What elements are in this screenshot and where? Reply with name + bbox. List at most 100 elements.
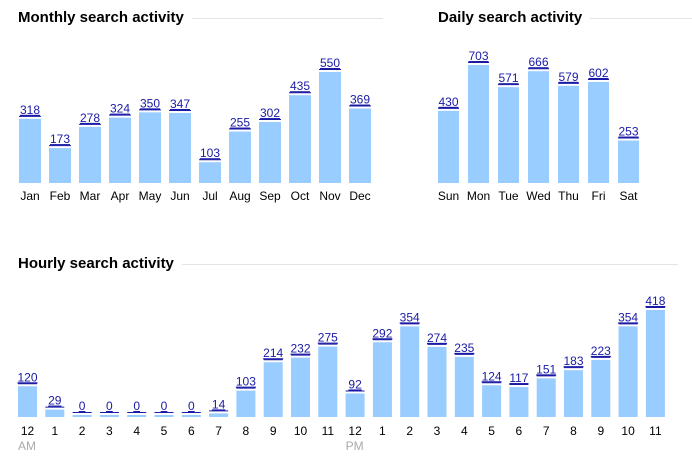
hourly-title-rule <box>18 264 678 265</box>
monthly-bar-9 <box>289 95 311 183</box>
hourly-bar-10 <box>291 357 310 417</box>
hourly-chart-title: Hourly search activity <box>18 255 182 272</box>
hourly-value-label-0[interactable]: 120 <box>17 370 37 384</box>
hourly-category-label-14: 2 <box>406 424 413 438</box>
monthly-value-label-10[interactable]: 550 <box>320 56 340 70</box>
monthly-value-label-0[interactable]: 318 <box>20 103 40 117</box>
hourly-category-label-16: 4 <box>461 424 468 438</box>
hourly-bar-3 <box>99 415 119 417</box>
monthly-title-rule <box>18 18 383 19</box>
hourly-bar-13 <box>372 342 392 417</box>
daily-bar-chart: 430 Sun 703 Mon 571 Tue 666 Wed 579 Thu 602 Fri 253 S… <box>438 49 639 203</box>
hourly-bar-7 <box>209 413 229 417</box>
hourly-value-label-5[interactable]: 0 <box>161 399 168 413</box>
hourly-value-label-4[interactable]: 0 <box>133 399 140 413</box>
monthly-category-label-0: Jan <box>20 189 39 203</box>
daily-category-label-5: Fri <box>592 189 606 203</box>
daily-bar-2 <box>498 87 519 183</box>
monthly-bar-8 <box>259 122 281 183</box>
daily-value-label-0[interactable]: 430 <box>438 95 458 109</box>
monthly-bar-10 <box>319 72 341 183</box>
hourly-value-label-15[interactable]: 274 <box>427 331 447 345</box>
daily-value-label-4[interactable]: 579 <box>558 70 578 84</box>
daily-category-label-1: Mon <box>467 189 490 203</box>
hourly-bar-6 <box>181 415 201 417</box>
daily-category-label-4: Thu <box>558 189 579 203</box>
hourly-value-label-20[interactable]: 183 <box>563 354 583 368</box>
monthly-value-label-5[interactable]: 347 <box>170 97 190 111</box>
daily-chart-section: Daily search activity 430 Sun 703 Mon 571 Tue… <box>420 0 692 215</box>
monthly-value-label-4[interactable]: 350 <box>140 96 160 110</box>
daily-value-label-1[interactable]: 703 <box>468 49 488 63</box>
hourly-value-label-1[interactable]: 29 <box>48 394 62 408</box>
daily-bar-6 <box>618 140 639 183</box>
monthly-category-label-6: Jul <box>202 189 217 203</box>
hourly-value-label-23[interactable]: 418 <box>645 294 665 308</box>
daily-value-label-5[interactable]: 602 <box>588 66 608 80</box>
hourly-value-label-6[interactable]: 0 <box>188 399 195 413</box>
hourly-value-label-9[interactable]: 214 <box>263 346 283 360</box>
monthly-chart-title: Monthly search activity <box>18 9 192 26</box>
hourly-category-label-4: 4 <box>133 424 140 438</box>
hourly-bar-chart: 12012AM291020304050614710382149232102751… <box>17 294 665 453</box>
hourly-bar-17 <box>482 385 502 417</box>
hourly-value-label-18[interactable]: 117 <box>509 371 528 385</box>
hourly-value-label-22[interactable]: 354 <box>618 310 638 324</box>
monthly-value-label-7[interactable]: 255 <box>230 116 250 130</box>
hourly-value-label-16[interactable]: 235 <box>454 341 474 355</box>
hourly-value-label-8[interactable]: 103 <box>236 375 256 389</box>
hourly-bar-23 <box>645 310 665 417</box>
hourly-value-label-13[interactable]: 292 <box>372 326 392 340</box>
monthly-bar-3 <box>109 117 131 183</box>
daily-value-label-3[interactable]: 666 <box>528 55 548 69</box>
monthly-category-label-8: Sep <box>259 189 281 203</box>
hourly-category-label-7: 7 <box>215 424 222 438</box>
hourly-bar-19 <box>536 378 556 417</box>
monthly-category-label-10: Nov <box>319 189 340 203</box>
hourly-category-label-10: 10 <box>294 424 308 438</box>
hourly-value-label-11[interactable]: 275 <box>318 331 338 345</box>
hourly-bar-12 <box>345 393 365 417</box>
hourly-category-sublabel-0: AM <box>18 439 36 453</box>
hourly-value-label-7[interactable]: 14 <box>212 397 226 411</box>
monthly-value-label-11[interactable]: 369 <box>350 93 370 107</box>
monthly-value-label-3[interactable]: 324 <box>110 102 130 116</box>
hourly-category-label-22: 10 <box>621 424 635 438</box>
hourly-value-label-2[interactable]: 0 <box>79 399 86 413</box>
hourly-value-label-3[interactable]: 0 <box>106 399 113 413</box>
hourly-category-label-1: 1 <box>51 424 58 438</box>
hourly-category-label-5: 5 <box>161 424 168 438</box>
hourly-bar-15 <box>427 346 447 417</box>
hourly-category-label-9: 9 <box>270 424 277 438</box>
monthly-bar-4 <box>139 112 161 183</box>
daily-value-label-6[interactable]: 253 <box>618 125 638 139</box>
hourly-bar-20 <box>564 370 583 417</box>
hourly-bar-14 <box>400 326 420 417</box>
daily-category-label-6: Sat <box>619 189 638 203</box>
hourly-value-label-17[interactable]: 124 <box>482 369 502 383</box>
daily-category-label-2: Tue <box>498 189 519 203</box>
monthly-value-label-1[interactable]: 173 <box>50 132 70 146</box>
hourly-bar-1 <box>45 409 65 417</box>
hourly-value-label-14[interactable]: 354 <box>400 310 420 324</box>
monthly-value-label-2[interactable]: 278 <box>80 111 100 125</box>
hourly-category-label-12: 12 <box>348 424 362 438</box>
monthly-bar-1 <box>49 148 71 183</box>
monthly-value-label-6[interactable]: 103 <box>200 146 220 160</box>
hourly-value-label-12[interactable]: 92 <box>348 377 362 391</box>
monthly-value-label-8[interactable]: 302 <box>260 106 280 120</box>
hourly-bar-21 <box>591 359 611 417</box>
hourly-bar-16 <box>454 356 474 417</box>
hourly-value-label-21[interactable]: 223 <box>591 344 611 358</box>
hourly-category-label-2: 2 <box>79 424 86 438</box>
hourly-category-label-21: 9 <box>597 424 604 438</box>
monthly-bar-7 <box>229 131 251 183</box>
hourly-category-label-13: 1 <box>379 424 386 438</box>
hourly-value-label-19[interactable]: 151 <box>536 362 556 376</box>
daily-value-label-2[interactable]: 571 <box>498 71 518 85</box>
hourly-category-label-15: 3 <box>434 424 441 438</box>
monthly-value-label-9[interactable]: 435 <box>290 79 310 93</box>
hourly-category-label-20: 8 <box>570 424 577 438</box>
hourly-value-label-10[interactable]: 232 <box>290 342 310 356</box>
monthly-category-label-9: Oct <box>291 189 310 203</box>
